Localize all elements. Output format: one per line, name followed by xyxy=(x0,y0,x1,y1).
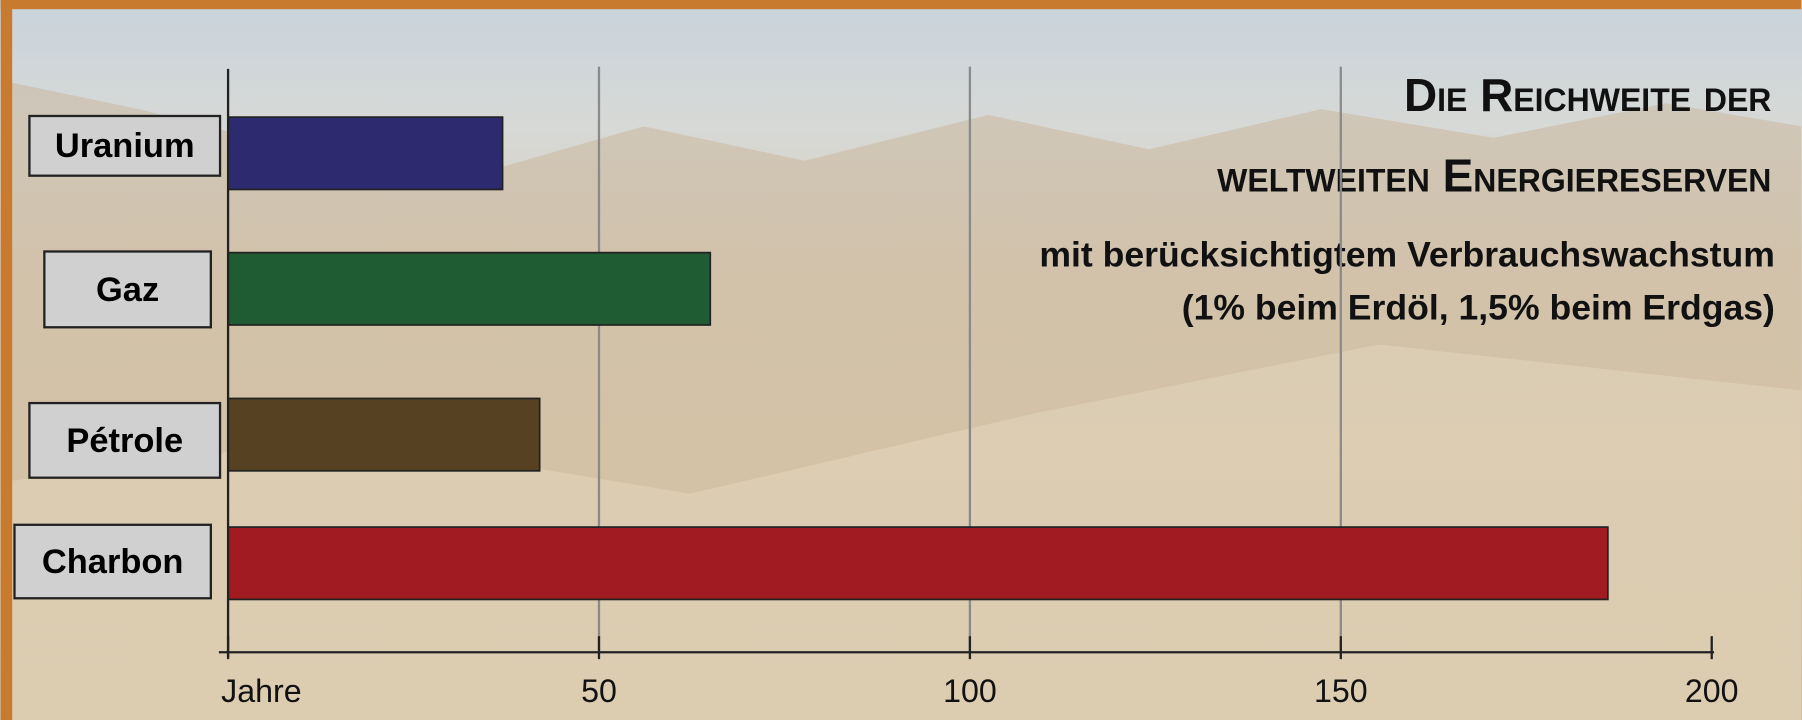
frame-top xyxy=(1,0,1802,9)
bar xyxy=(228,527,1608,599)
subtitle-line: mit berücksichtigtem Verbrauchswachstum xyxy=(1039,235,1775,275)
title-line: Die Reichweite der xyxy=(1404,69,1771,121)
x-tick-label: Jahre xyxy=(221,673,301,709)
category-label: Charbon xyxy=(42,543,184,581)
x-tick-label: 50 xyxy=(581,673,617,709)
bar xyxy=(228,253,710,325)
subtitle-line: (1% beim Erdöl, 1,5% beim Erdgas) xyxy=(1182,287,1775,327)
page: Die Reichweite der weltweiten Energieres… xyxy=(0,0,1802,720)
bar xyxy=(228,398,540,470)
chart: Die Reichweite der weltweiten Energieres… xyxy=(0,0,1802,720)
x-tick-label: 150 xyxy=(1314,673,1368,709)
x-tick-label: 100 xyxy=(943,673,997,709)
category-label: Pétrole xyxy=(66,422,183,460)
category-label: Uranium xyxy=(55,127,195,165)
frame-left xyxy=(1,0,12,720)
category-label: Gaz xyxy=(96,271,159,309)
title-line: weltweiten Energiereserven xyxy=(1217,149,1771,201)
x-tick-label: 200 xyxy=(1685,673,1739,709)
bar xyxy=(228,117,502,189)
